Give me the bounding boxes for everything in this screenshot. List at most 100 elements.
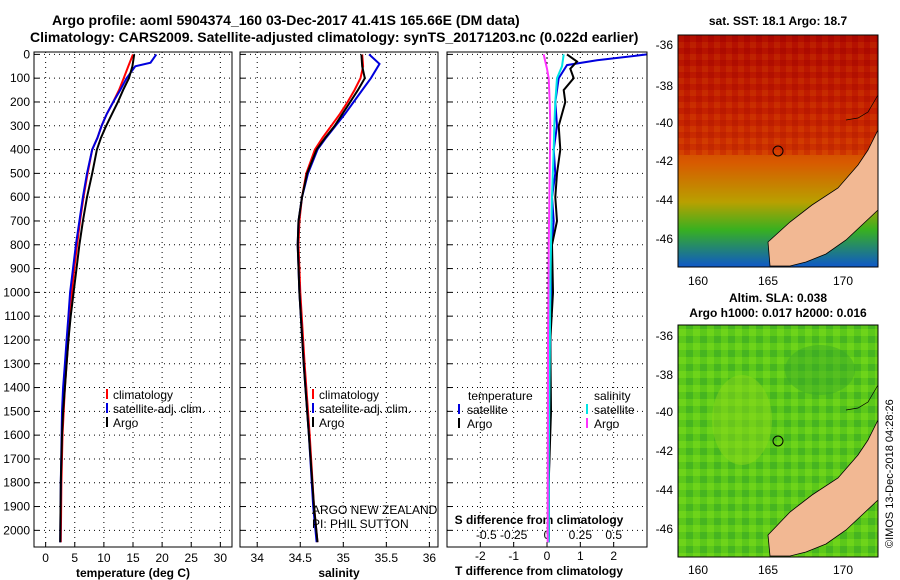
x-tick-label: 30 <box>214 551 228 565</box>
depth-tick-label: 1100 <box>4 309 30 323</box>
depth-tick-label: 2000 <box>3 523 30 537</box>
x-axis-label: temperature (deg C) <box>76 566 190 580</box>
sst-title: sat. SST: 18.1 Argo: 18.7 <box>709 14 848 28</box>
legend-label: satellite <box>594 403 635 417</box>
x-tick-label: 15 <box>126 551 140 565</box>
depth-tick-label: 900 <box>10 262 30 276</box>
sla-ytick: -40 <box>656 405 674 419</box>
legend-label: climatology <box>113 388 173 402</box>
depth-tick-label: 200 <box>10 95 30 109</box>
sla-title-1: Altim. SLA: 0.038 <box>729 291 827 305</box>
legend-label: Argo <box>113 416 139 430</box>
sla-ytick: -42 <box>656 444 674 458</box>
legend-title-temperature: temperature <box>468 389 533 403</box>
series-line-black <box>296 54 366 543</box>
x-tick-label: 25 <box>185 551 199 565</box>
sst-xtick: 160 <box>688 274 708 288</box>
sst-xtick: 165 <box>758 274 778 288</box>
temperature-axes: 0100200300400500600700800900100011001200… <box>3 47 233 580</box>
series-line-red <box>59 54 134 543</box>
depth-tick-label: 800 <box>10 238 30 252</box>
series-line-blue <box>59 53 158 543</box>
annotation-text: ARGO NEW ZEALAND <box>312 503 438 517</box>
legend-label: Argo <box>594 417 620 431</box>
sst-coastline <box>845 94 879 121</box>
s-tick-label: 0.25 <box>569 528 593 542</box>
x-tick-label: 10 <box>97 551 111 565</box>
sla-title-2: Argo h1000: 0.017 h2000: 0.016 <box>689 306 867 320</box>
legend-label: satellite-adj. clim. <box>113 402 205 416</box>
sst-ytick: -38 <box>656 79 674 93</box>
x-tick-label: 36 <box>423 551 437 565</box>
series-group <box>296 53 381 543</box>
annotation-text: PI: PHIL SUTTON <box>312 517 409 531</box>
sla-xtick: 170 <box>833 563 853 577</box>
plot-frame <box>33 51 233 548</box>
series-group <box>542 53 647 543</box>
x-tick-label: 20 <box>155 551 169 565</box>
legend-title-salinity: salinity <box>594 389 631 403</box>
depth-tick-label: 1700 <box>3 452 30 466</box>
x-tick-label: 34.5 <box>289 551 313 565</box>
depth-tick-label: 1200 <box>3 333 30 347</box>
sst-ytick: -46 <box>656 232 674 246</box>
imos-credit: ©IMOS 13-Dec-2018 04:28:26 <box>884 399 896 548</box>
x-tick-label: -2 <box>475 549 486 563</box>
sla-map: Altim. SLA: 0.038 Argo h1000: 0.017 h200… <box>656 291 879 577</box>
series-line-black <box>547 53 579 543</box>
legend-label: Argo <box>467 417 493 431</box>
depth-tick-label: 1300 <box>3 357 30 371</box>
series-line-blue <box>547 53 647 543</box>
sla-blob <box>712 375 772 465</box>
legend-label: climatology <box>319 388 379 402</box>
series-line-red <box>297 54 365 543</box>
s-tick-label: -0.25 <box>500 528 528 542</box>
sla-ytick: -36 <box>656 329 674 343</box>
x-tick-label: 2 <box>610 549 617 563</box>
sla-ytick: -46 <box>656 522 674 536</box>
sla-ytick: -44 <box>656 483 674 497</box>
x-tick-label: 1 <box>577 549 584 563</box>
s-tick-label: -0.5 <box>476 528 497 542</box>
plot-frame <box>446 51 648 548</box>
depth-tick-label: 600 <box>10 190 30 204</box>
sst-frame <box>677 34 879 268</box>
series-line-cyan <box>547 54 565 543</box>
sst-argo-marker <box>772 145 784 157</box>
x-tick-label: 35 <box>337 551 351 565</box>
x-tick-label: 0 <box>544 549 551 563</box>
depth-tick-label: 0 <box>23 47 30 61</box>
sla-ytick: -38 <box>656 368 674 382</box>
x-tick-label: 35.5 <box>375 551 399 565</box>
x-tick-label: 0 <box>42 551 49 565</box>
salinity-axes: 34 34.5 35 35.5 36 salinity climatologysatelli… <box>239 51 439 580</box>
series-line-black <box>59 54 136 543</box>
sst-ytick: -36 <box>656 38 674 52</box>
sst-ytick: -44 <box>656 193 674 207</box>
depth-tick-label: 500 <box>10 166 30 180</box>
sla-xtick: 165 <box>758 563 778 577</box>
series-group <box>59 53 158 543</box>
series-line-blue <box>296 53 381 543</box>
series-line-magenta <box>542 54 552 543</box>
difference-axes: -2 -1 0 1 2-0.5 -0.25 0 0.25 0.5S difference fro… <box>446 51 648 578</box>
depth-tick-label: 1800 <box>3 476 30 490</box>
legend-label: satellite-adj. clim. <box>319 402 411 416</box>
depth-tick-label: 100 <box>10 71 30 85</box>
depth-tick-label: 300 <box>10 119 30 133</box>
sst-texture <box>678 35 878 155</box>
sla-xtick: 160 <box>688 563 708 577</box>
x-tick-label: -1 <box>508 549 519 563</box>
x-tick-label: 34 <box>251 551 265 565</box>
depth-tick-label: 1400 <box>3 381 30 395</box>
sla-argo-marker <box>772 435 784 447</box>
figure-title-line2: Climatology: CARS2009. Satellite-adjuste… <box>30 29 639 45</box>
sla-blob <box>785 345 855 395</box>
sst-ytick: -40 <box>656 116 674 130</box>
s-tick-label: 0.5 <box>605 528 622 542</box>
depth-tick-label: 1500 <box>3 404 30 418</box>
depth-tick-label: 700 <box>10 214 30 228</box>
sla-coastline <box>845 384 879 411</box>
sst-ytick: -42 <box>656 154 674 168</box>
